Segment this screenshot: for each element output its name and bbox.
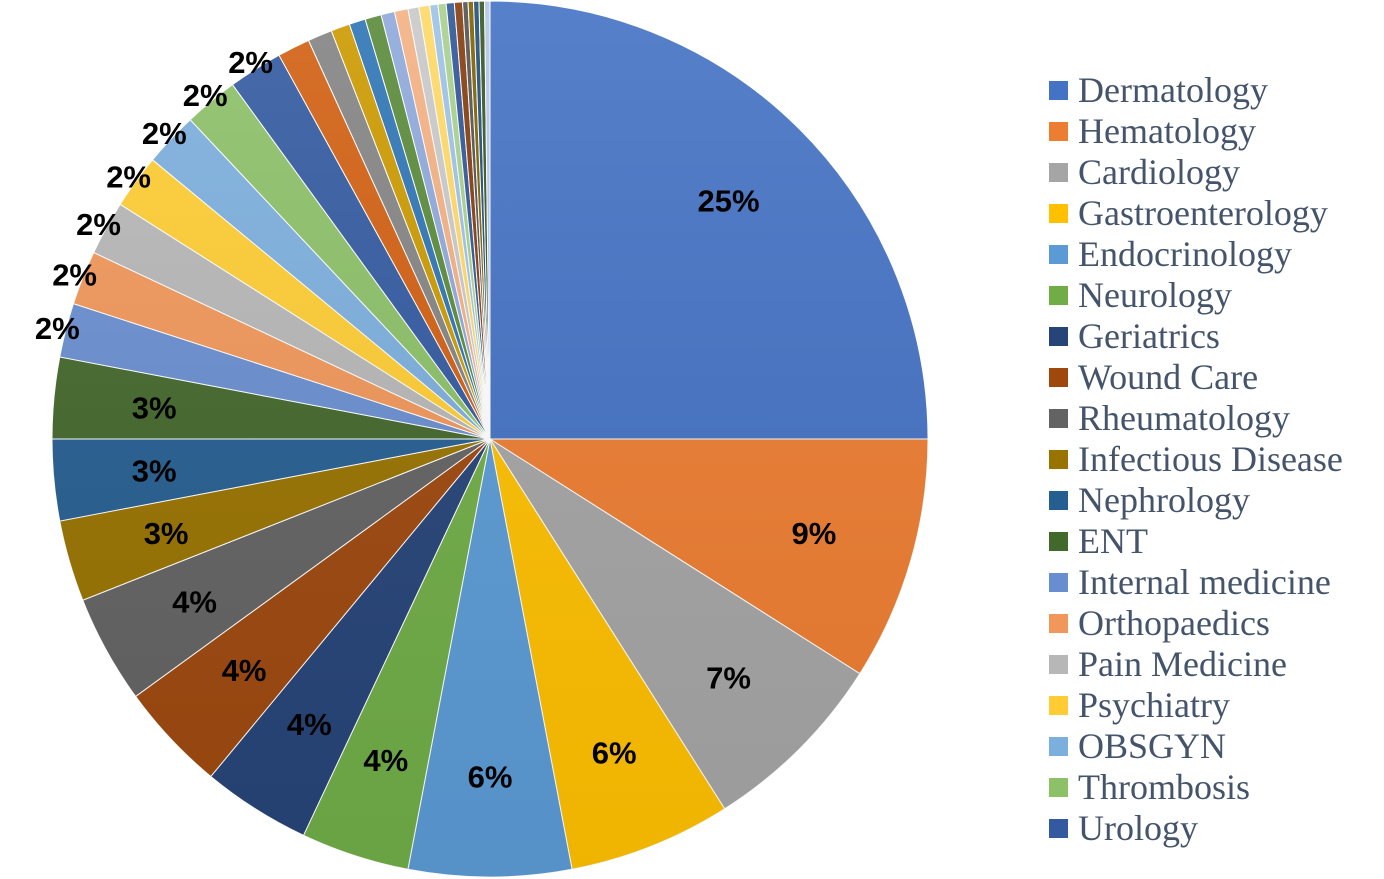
legend-swatch xyxy=(1049,778,1068,797)
legend-label: Dermatology xyxy=(1078,70,1268,110)
legend-swatch xyxy=(1049,286,1068,305)
legend-swatch xyxy=(1049,327,1068,346)
legend-label: Geriatrics xyxy=(1078,316,1220,356)
slice-label-orthopaedics: 2% xyxy=(52,258,97,293)
legend-label: Hematology xyxy=(1078,111,1256,151)
legend-label: Gastroenterology xyxy=(1078,193,1328,233)
legend-label: Thrombosis xyxy=(1078,767,1250,807)
slice-labels: 25%9%7%6%6%4%4%4%4%3%3%3%2%2%2%2%2%2%2% xyxy=(35,45,836,794)
slice-label-obsgyn: 2% xyxy=(142,116,187,151)
legend-item-ent: ENT xyxy=(1049,521,1148,561)
legend-swatch xyxy=(1049,245,1068,264)
slice-label-neurology: 4% xyxy=(363,743,408,778)
legend-swatch xyxy=(1049,491,1068,510)
legend-label: Wound Care xyxy=(1078,357,1258,397)
legend-swatch xyxy=(1049,450,1068,469)
legend-swatch xyxy=(1049,409,1068,428)
legend-swatch xyxy=(1049,81,1068,100)
legend-swatch xyxy=(1049,163,1068,182)
legend-label: Orthopaedics xyxy=(1078,603,1270,643)
legend-swatch xyxy=(1049,614,1068,633)
legend-swatch xyxy=(1049,655,1068,674)
legend-item-geriatrics: Geriatrics xyxy=(1049,316,1220,356)
legend-swatch xyxy=(1049,368,1068,387)
legend-label: ENT xyxy=(1078,521,1148,561)
legend-label: Cardiology xyxy=(1078,152,1240,192)
legend-item-thrombosis: Thrombosis xyxy=(1049,767,1250,807)
slice-label-gastroenterology: 6% xyxy=(592,736,637,771)
legend-label: Internal medicine xyxy=(1078,562,1331,602)
slice-label-pain-medicine: 2% xyxy=(76,207,121,242)
legend-item-obsgyn: OBSGYN xyxy=(1049,726,1226,766)
legend-swatch xyxy=(1049,696,1068,715)
legend-label: Pain Medicine xyxy=(1078,644,1287,684)
legend-label: Urology xyxy=(1078,808,1198,848)
legend-item-nephrology: Nephrology xyxy=(1049,480,1250,520)
legend-label: Nephrology xyxy=(1078,480,1250,520)
legend-item-psychiatry: Psychiatry xyxy=(1049,685,1230,725)
legend-swatch xyxy=(1049,122,1068,141)
legend-item-orthopaedics: Orthopaedics xyxy=(1049,603,1270,643)
legend-item-infectious-disease: Infectious Disease xyxy=(1049,439,1343,479)
legend-label: Infectious Disease xyxy=(1078,439,1343,479)
slice-label-endocrinology: 6% xyxy=(468,759,513,794)
legend-item-endocrinology: Endocrinology xyxy=(1049,234,1292,274)
slice-label-geriatrics: 4% xyxy=(287,707,332,742)
slice-label-cardiology: 7% xyxy=(706,661,751,696)
slice-label-nephrology: 3% xyxy=(132,454,177,489)
legend-label: Neurology xyxy=(1078,275,1232,315)
legend-label: Rheumatology xyxy=(1078,398,1290,438)
slice-label-dermatology: 25% xyxy=(697,184,759,219)
legend-item-pain-medicine: Pain Medicine xyxy=(1049,644,1287,684)
legend-item-urology: Urology xyxy=(1049,808,1198,848)
slice-label-wound-care: 4% xyxy=(222,653,267,688)
legend-item-dermatology: Dermatology xyxy=(1049,70,1268,110)
legend-item-hematology: Hematology xyxy=(1049,111,1256,151)
slice-label-urology: 2% xyxy=(228,45,273,80)
slice-label-ent: 3% xyxy=(132,390,177,425)
legend: DermatologyHematologyCardiologyGastroent… xyxy=(1049,70,1343,848)
legend-swatch xyxy=(1049,532,1068,551)
pie-slice-dermatology xyxy=(489,0,929,440)
legend-item-wound-care: Wound Care xyxy=(1049,357,1258,397)
slice-label-infectious-disease: 3% xyxy=(144,516,189,551)
legend-swatch xyxy=(1049,204,1068,223)
legend-label: OBSGYN xyxy=(1078,726,1226,766)
legend-item-gastroenterology: Gastroenterology xyxy=(1049,193,1328,233)
legend-swatch xyxy=(1049,737,1068,756)
legend-item-neurology: Neurology xyxy=(1049,275,1232,315)
slice-label-psychiatry: 2% xyxy=(106,159,151,194)
slice-label-thrombosis: 2% xyxy=(183,78,228,113)
legend-label: Psychiatry xyxy=(1078,685,1230,725)
legend-item-rheumatology: Rheumatology xyxy=(1049,398,1290,438)
legend-label: Endocrinology xyxy=(1078,234,1292,274)
legend-swatch xyxy=(1049,573,1068,592)
slice-label-rheumatology: 4% xyxy=(172,585,217,620)
legend-swatch xyxy=(1049,819,1068,838)
legend-item-internal-medicine: Internal medicine xyxy=(1049,562,1331,602)
legend-item-cardiology: Cardiology xyxy=(1049,152,1240,192)
slice-label-internal-medicine: 2% xyxy=(35,311,80,346)
slice-label-hematology: 9% xyxy=(791,516,836,551)
